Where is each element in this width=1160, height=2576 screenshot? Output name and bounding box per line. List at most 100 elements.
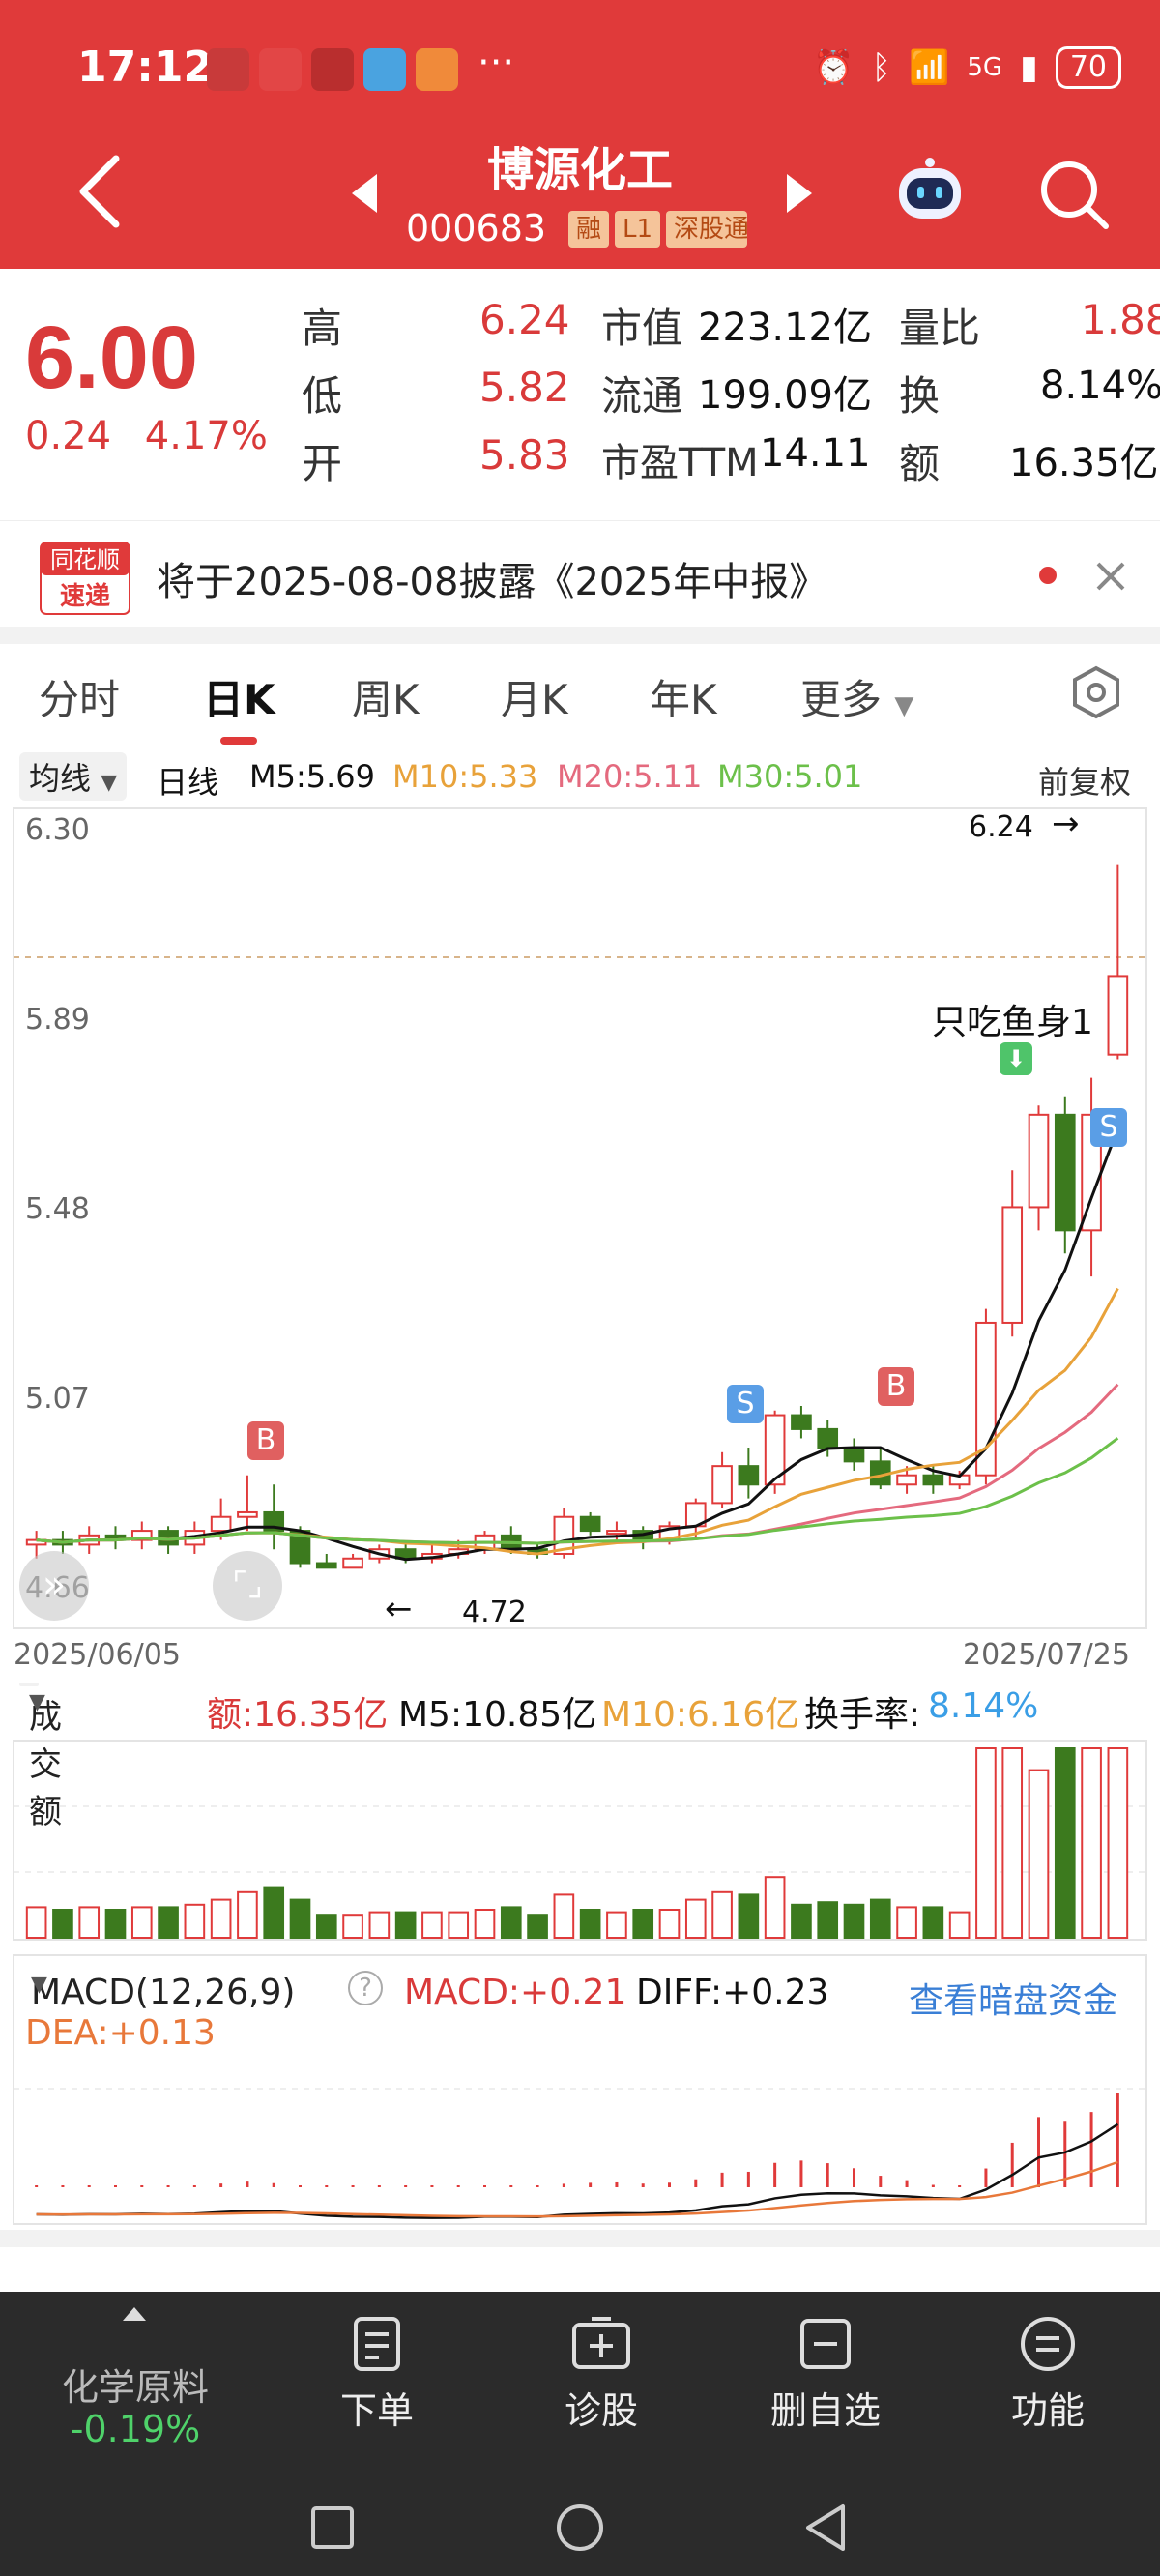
volume-bar (606, 1911, 627, 1939)
chevron-down-icon: ▼ (31, 1973, 47, 1997)
candle-body (632, 1530, 654, 1541)
order-button[interactable]: 下单 (300, 2315, 454, 2434)
volume-bar (658, 1909, 681, 1939)
announcement-banner[interactable]: 同花顺 速递 将于2025-08-08披露《2025年中报》 (0, 520, 1160, 627)
high-value: 6.24 (479, 296, 570, 343)
order-label: 下单 (339, 2389, 414, 2432)
candle-body (711, 1465, 733, 1505)
diff-value: DIFF:+0.23 (636, 1973, 829, 2012)
volume-bar (394, 1911, 417, 1939)
candle-body (104, 1534, 127, 1541)
tab-intraday[interactable]: 分时 (39, 676, 121, 723)
recent-apps-icon[interactable] (309, 2504, 356, 2551)
tab-yearly-k[interactable]: 年K (650, 676, 717, 723)
unread-dot-icon (1039, 567, 1057, 584)
volume-bar (817, 1901, 839, 1939)
previous-stock-icon[interactable] (352, 174, 377, 213)
adjust-mode[interactable]: 前复权 (1038, 764, 1132, 801)
system-icons: ⏰ ᛒ 📶 5G ▮ 70 (813, 46, 1121, 89)
signal-icon: ▮ (1020, 48, 1038, 87)
candle-body (738, 1465, 760, 1486)
remove-watchlist-label: 删自选 (769, 2389, 881, 2432)
diff-line (36, 2122, 1119, 2219)
dark-pool-link[interactable]: 查看暗盘资金 (909, 1981, 1118, 2021)
volume-m10: M10:6.16亿 (601, 1695, 800, 1735)
tab-monthly-k[interactable]: 月K (501, 676, 568, 723)
volume-bar (1001, 1747, 1024, 1939)
buy-signal-badge[interactable]: B (878, 1367, 914, 1406)
arrow-left-icon: ← (385, 1590, 413, 1628)
function-button[interactable]: 功能 (971, 2315, 1125, 2434)
ma20-line (36, 1383, 1119, 1545)
volume-bar (289, 1898, 311, 1939)
candle-body (606, 1530, 627, 1536)
sector-name[interactable]: 化学原料 (61, 2366, 209, 2409)
bluetooth-icon: ᛒ (871, 48, 892, 87)
strategy-annotation[interactable]: 只吃鱼身1 (932, 1003, 1093, 1042)
sell-signal-badge[interactable]: S (1090, 1108, 1127, 1147)
network-type: 5G (967, 53, 1003, 82)
tab-daily-k[interactable]: 日K (203, 676, 276, 723)
sector-change: -0.19% (70, 2408, 201, 2450)
candle-body (975, 1321, 997, 1477)
quote-panel: 6.00 0.24 4.17% 高 6.24 低 5.82 开 5.83 市值 … (0, 269, 1160, 520)
fullscreen-icon[interactable]: ⌜⌟ (213, 1551, 282, 1621)
settings-icon[interactable] (1069, 665, 1123, 719)
ai-robot-icon[interactable] (891, 157, 969, 226)
bottom-toolbar: 化学原料 -0.19% 下单 诊股 删自选 功能 (0, 2292, 1160, 2475)
help-icon[interactable]: ? (348, 1971, 383, 2005)
back-arrow-icon[interactable] (73, 153, 124, 230)
volume-selector[interactable]: 成交额 ▼ (19, 1683, 62, 1831)
expand-panel-icon[interactable]: » (19, 1551, 89, 1621)
tab-more[interactable]: 更多 ▼ (800, 667, 914, 726)
candle-body (1001, 1206, 1024, 1324)
candle-body (474, 1534, 496, 1551)
float-cap-label: 流通 (601, 372, 683, 420)
volume-bar (421, 1911, 443, 1939)
volume-bar (78, 1906, 101, 1940)
change-percent: 4.17% (144, 414, 268, 458)
buy-signal-badge[interactable]: B (247, 1421, 284, 1460)
candle-body (25, 1538, 47, 1546)
home-icon[interactable] (555, 2503, 605, 2553)
diagnose-button[interactable]: 诊股 (524, 2315, 679, 2434)
volume-selector-label: 成交额 (29, 1698, 62, 1831)
ma20-value: M20:5.11 (557, 758, 703, 795)
candle-body (210, 1515, 232, 1533)
candle-body (500, 1534, 522, 1551)
announcement-text: 将于2025-08-08披露《2025年中报》 (157, 560, 828, 604)
app-notification-icon (259, 48, 302, 91)
search-icon[interactable] (1036, 157, 1112, 232)
candle-body (52, 1538, 73, 1546)
logo-text-top: 同花顺 (50, 546, 120, 573)
down-arrow-icon: ⬇ (1000, 1042, 1032, 1075)
chevron-up-icon[interactable] (123, 2307, 146, 2321)
volume-bar (474, 1909, 496, 1939)
tab-weekly-k[interactable]: 周K (352, 676, 420, 723)
sell-signal-badge[interactable]: S (727, 1385, 764, 1423)
candle-body (896, 1474, 917, 1486)
candle-body (791, 1414, 812, 1430)
candle-body (948, 1474, 971, 1486)
remove-watchlist-button[interactable]: 删自选 (748, 2315, 903, 2434)
y-tick-label: 5.07 (25, 1382, 90, 1416)
close-icon[interactable] (1094, 560, 1127, 593)
tab-more-label: 更多 (800, 676, 883, 723)
volume-bar (553, 1893, 575, 1940)
next-stock-icon[interactable] (787, 174, 812, 213)
turnover-label: 换 (899, 372, 941, 420)
candle-body (237, 1510, 258, 1518)
candle-body (527, 1548, 548, 1555)
ma-selector[interactable]: 均线 ▼ (19, 752, 128, 801)
volume-bar (263, 1886, 285, 1939)
chevron-down-icon: ▼ (29, 1690, 45, 1714)
turnover-rate-value: 8.14% (928, 1686, 1039, 1726)
chart-start-date: 2025/06/05 (14, 1638, 181, 1672)
back-icon[interactable] (800, 2503, 851, 2553)
candle-body (184, 1530, 206, 1546)
volume-bar (1028, 1769, 1050, 1939)
candle-body (368, 1548, 391, 1560)
high-label: 高 (302, 305, 343, 352)
y-tick-label: 6.30 (25, 813, 90, 847)
volume-bar (342, 1914, 363, 1939)
